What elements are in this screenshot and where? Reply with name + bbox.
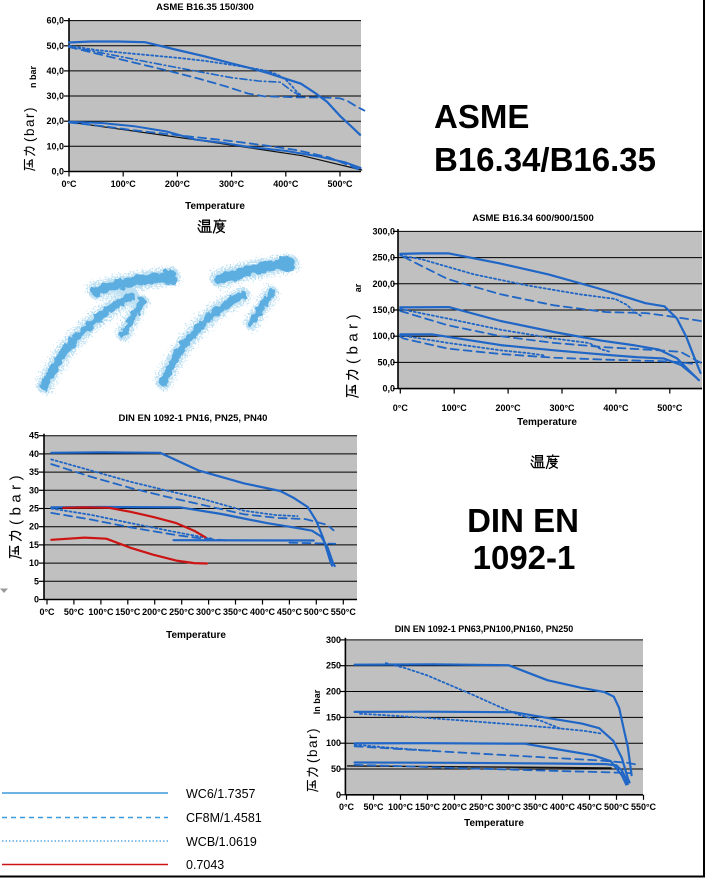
svg-text:0: 0 [34, 595, 39, 605]
svg-text:400°C: 400°C [550, 802, 576, 812]
svg-text:B16.34/B16.35: B16.34/B16.35 [434, 141, 656, 178]
svg-text:200°C: 200°C [165, 179, 191, 189]
svg-text:50°C: 50°C [64, 607, 85, 617]
svg-text:(bar): (bar) [345, 310, 362, 364]
svg-text:200°C: 200°C [142, 607, 168, 617]
svg-text:150°C: 150°C [415, 802, 441, 812]
svg-text:250,0: 250,0 [372, 253, 395, 263]
svg-text:ar: ar [353, 283, 363, 292]
svg-text:40,0: 40,0 [46, 66, 64, 76]
svg-text:0.7043: 0.7043 [186, 858, 224, 872]
svg-text:(bar): (bar) [8, 471, 25, 525]
svg-text:10: 10 [29, 558, 39, 568]
svg-text:250°C: 250°C [169, 607, 195, 617]
svg-text:150°C: 150°C [115, 607, 141, 617]
svg-text:40: 40 [29, 449, 39, 459]
svg-text:35: 35 [29, 467, 39, 477]
svg-text:400°C: 400°C [250, 607, 276, 617]
svg-text:100°C: 100°C [388, 802, 414, 812]
svg-text:In bar: In bar [312, 689, 322, 714]
svg-text:ASME: ASME [434, 98, 529, 135]
svg-text:450°C: 450°C [277, 607, 303, 617]
svg-text:0°C: 0°C [61, 179, 77, 189]
svg-text:200: 200 [326, 687, 341, 697]
svg-text:DIN EN 1092-1 PN63,PN100,PN160: DIN EN 1092-1 PN63,PN100,PN160, PN250 [395, 624, 574, 634]
svg-text:300°C: 300°C [196, 607, 222, 617]
svg-text:0°C: 0°C [393, 403, 409, 413]
svg-text:300: 300 [326, 635, 341, 645]
svg-text:0°C: 0°C [39, 607, 55, 617]
svg-text:45: 45 [29, 431, 39, 441]
svg-text:550°C: 550°C [331, 607, 357, 617]
svg-text:300,0: 300,0 [372, 226, 395, 236]
svg-text:30,0: 30,0 [46, 91, 64, 101]
svg-text:100°C: 100°C [111, 179, 137, 189]
svg-text:DIN EN 1092-1 PN16, PN25, PN40: DIN EN 1092-1 PN16, PN25, PN40 [119, 413, 268, 424]
svg-text:550°C: 550°C [631, 802, 657, 812]
svg-text:200°C: 200°C [496, 403, 522, 413]
svg-text:450°C: 450°C [577, 802, 603, 812]
svg-text:500°C: 500°C [657, 403, 683, 413]
svg-text:400°C: 400°C [273, 179, 299, 189]
svg-text:5: 5 [34, 576, 39, 586]
svg-text:50,0: 50,0 [46, 41, 64, 51]
svg-text:15: 15 [29, 540, 39, 550]
svg-text:WCB/1.0619: WCB/1.0619 [186, 835, 257, 849]
svg-text:150,0: 150,0 [372, 305, 395, 315]
svg-text:250°C: 250°C [469, 802, 495, 812]
svg-text:500°C: 500°C [604, 802, 630, 812]
svg-text:30: 30 [29, 485, 39, 495]
svg-text:0,0: 0,0 [51, 167, 64, 177]
svg-text:25: 25 [29, 504, 39, 514]
svg-text:50: 50 [331, 764, 341, 774]
svg-text:20: 20 [29, 522, 39, 532]
svg-text:Temperature: Temperature [517, 417, 577, 428]
svg-text:100°C: 100°C [88, 607, 114, 617]
svg-text:60,0: 60,0 [46, 16, 64, 26]
svg-text:100°C: 100°C [442, 403, 468, 413]
svg-text:n bar: n bar [28, 66, 38, 89]
svg-text:(bar): (bar) [305, 727, 320, 763]
svg-text:WC6/1.7357: WC6/1.7357 [186, 787, 256, 801]
svg-text:150: 150 [326, 712, 341, 722]
svg-text:300°C: 300°C [219, 179, 245, 189]
svg-text:250: 250 [326, 661, 341, 671]
svg-text:CF8M/1.4581: CF8M/1.4581 [186, 811, 262, 825]
svg-text:10,0: 10,0 [46, 141, 64, 151]
svg-text:DIN EN: DIN EN [467, 502, 579, 539]
svg-text:350°C: 350°C [223, 607, 249, 617]
svg-text:200,0: 200,0 [372, 279, 395, 289]
svg-text:300°C: 300°C [549, 403, 575, 413]
svg-text:50°C: 50°C [363, 802, 384, 812]
svg-text:350°C: 350°C [523, 802, 549, 812]
svg-text:ASME B16.34 600/900/1500: ASME B16.34 600/900/1500 [472, 213, 593, 224]
svg-text:0: 0 [336, 790, 341, 800]
svg-text:200°C: 200°C [442, 802, 468, 812]
svg-text:Temperature: Temperature [166, 630, 226, 641]
svg-text:Temperature: Temperature [464, 818, 524, 829]
svg-text:ASME B16.35 150/300: ASME B16.35 150/300 [156, 2, 254, 13]
svg-text:50,0: 50,0 [377, 357, 395, 367]
svg-text:100,0: 100,0 [372, 331, 395, 341]
svg-text:0°C: 0°C [339, 802, 355, 812]
svg-text:20,0: 20,0 [46, 116, 64, 126]
svg-text:500°C: 500°C [327, 179, 353, 189]
svg-text:400°C: 400°C [603, 403, 629, 413]
svg-text:0,0: 0,0 [382, 384, 395, 394]
svg-text:Temperature: Temperature [185, 201, 245, 212]
svg-text:300°C: 300°C [496, 802, 522, 812]
svg-text:500°C: 500°C [304, 607, 330, 617]
svg-text:1092-1: 1092-1 [473, 539, 576, 576]
svg-text:100: 100 [326, 738, 341, 748]
svg-text:(bar): (bar) [22, 106, 37, 142]
